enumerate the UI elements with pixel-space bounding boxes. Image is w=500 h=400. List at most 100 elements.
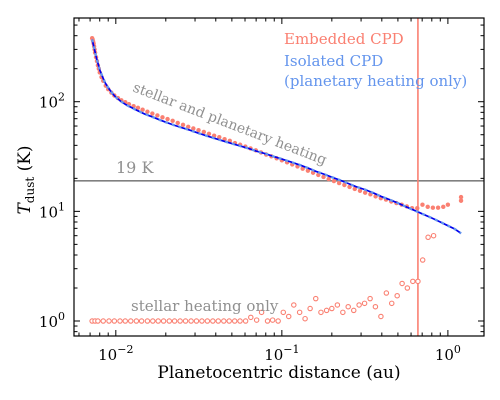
embedded-hollow-point xyxy=(415,278,421,285)
embedded-point xyxy=(206,131,212,136)
threshold-label: 19 K xyxy=(116,158,154,177)
embedded-hollow-point xyxy=(312,295,319,302)
embedded-point xyxy=(441,204,446,210)
embedded-hollow-point xyxy=(160,318,167,324)
y-axis-title-sub: dust xyxy=(23,177,37,204)
embedded-hollow-point xyxy=(372,303,379,310)
x-axis-title: Planetocentric distance (au) xyxy=(157,363,400,383)
embedded-point xyxy=(435,205,441,210)
embedded-hollow-point xyxy=(383,290,390,296)
embedded-hollow-point xyxy=(177,318,183,324)
series-1 xyxy=(89,232,437,324)
embedded-hollow-point xyxy=(171,318,178,324)
embedded-hollow-point xyxy=(204,318,211,324)
embedded-hollow-point xyxy=(144,318,151,324)
embedded-point xyxy=(445,202,451,207)
embedded-hollow-point xyxy=(345,303,351,310)
embedded-hollow-point xyxy=(133,318,140,324)
embedded-hollow-point xyxy=(127,318,134,324)
embedded-hollow-point xyxy=(166,318,173,324)
embedded-point xyxy=(300,166,305,171)
legend: Embedded CPD Isolated CPD (planetary hea… xyxy=(284,30,467,90)
x-tick-label: 10−1 xyxy=(264,343,299,364)
y-axis-title-unit: (K) xyxy=(15,145,35,176)
embedded-hollow-point xyxy=(388,300,395,307)
embedded-hollow-point xyxy=(199,318,205,324)
embedded-point xyxy=(352,186,357,192)
embedded-hollow-point xyxy=(378,313,384,320)
embedded-point xyxy=(347,184,352,190)
embedded-point xyxy=(180,122,186,128)
embedded-point xyxy=(326,176,331,182)
embedded-point xyxy=(458,194,464,200)
embedded-hollow-point xyxy=(334,302,341,308)
embedded-hollow-point xyxy=(275,318,281,324)
legend-isolated-cpd: Isolated CPD xyxy=(284,52,383,70)
embedded-point xyxy=(201,129,207,135)
embedded-point xyxy=(217,134,222,140)
embedded-point xyxy=(430,205,436,210)
embedded-hollow-point xyxy=(95,318,101,324)
embedded-point xyxy=(357,188,363,193)
y-axis-title-main: T xyxy=(15,202,35,215)
embedded-hollow-point xyxy=(350,307,357,314)
embedded-hollow-point xyxy=(280,309,287,316)
embedded-point xyxy=(331,178,337,184)
embedded-hollow-point xyxy=(150,318,156,324)
embedded-point xyxy=(336,180,342,186)
embedded-hollow-point xyxy=(242,318,249,324)
embedded-point xyxy=(191,126,196,131)
embedded-hollow-point xyxy=(258,309,265,316)
embedded-hollow-point xyxy=(361,300,368,307)
data-series xyxy=(89,35,464,324)
embedded-hollow-point xyxy=(367,295,373,302)
embedded-point xyxy=(362,190,368,195)
embedded-hollow-point xyxy=(394,292,400,299)
embedded-hollow-point xyxy=(264,318,271,324)
x-tick-label: 10−2 xyxy=(98,343,133,364)
embedded-hollow-point xyxy=(430,232,437,239)
isolated-cpd-dashes xyxy=(90,39,462,235)
embedded-hollow-point xyxy=(155,318,161,324)
embedded-point xyxy=(420,202,425,207)
embedded-hollow-point xyxy=(302,315,308,322)
y-tick-label: 100 xyxy=(39,310,65,331)
embedded-hollow-point xyxy=(318,309,324,316)
embedded-hollow-point xyxy=(329,305,335,312)
embedded-point xyxy=(140,107,145,112)
embedded-hollow-point xyxy=(410,278,416,285)
embedded-point xyxy=(415,205,420,211)
embedded-hollow-point xyxy=(296,309,303,316)
x-tick-label: 100 xyxy=(435,343,461,364)
embedded-hollow-point xyxy=(425,234,431,241)
y-axis-title: Tdust (K) xyxy=(15,145,37,214)
embedded-point xyxy=(186,124,191,130)
embedded-point xyxy=(310,170,316,175)
embedded-hollow-point xyxy=(100,318,106,324)
embedded-hollow-point xyxy=(117,318,123,324)
embedded-hollow-point xyxy=(237,318,243,324)
embedded-hollow-point xyxy=(307,305,313,312)
embedded-hollow-point xyxy=(226,318,232,324)
embedded-hollow-point xyxy=(210,318,216,324)
embedded-hollow-point xyxy=(182,318,189,324)
embedded-point xyxy=(175,120,180,126)
legend-planetary-heating-only: (planetary heating only) xyxy=(284,72,467,90)
embedded-point xyxy=(342,182,347,188)
embedded-point xyxy=(150,111,155,116)
embedded-point xyxy=(305,168,311,173)
embedded-hollow-point xyxy=(122,318,129,324)
embedded-point xyxy=(145,109,150,114)
embedded-hollow-point xyxy=(323,307,330,314)
embedded-hollow-point xyxy=(106,318,112,324)
embedded-point xyxy=(160,115,165,120)
legend-embedded-cpd: Embedded CPD xyxy=(284,30,404,48)
embedded-point xyxy=(458,198,464,203)
tick-labels: 10−2 10−1 100 100 101 102 xyxy=(39,91,461,364)
embedded-hollow-point xyxy=(340,309,346,316)
embedded-hollow-point xyxy=(248,314,254,321)
embedded-hollow-point xyxy=(221,318,227,324)
series-2 xyxy=(90,39,462,235)
embedded-hollow-point xyxy=(253,317,260,323)
